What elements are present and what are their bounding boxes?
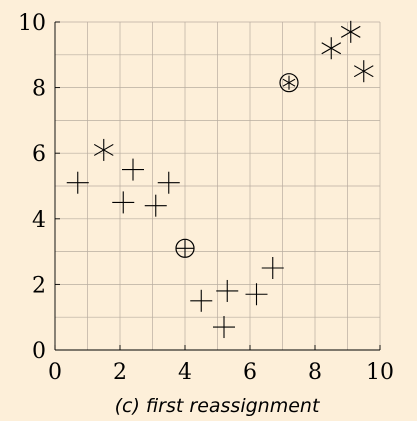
grid-lines xyxy=(54,21,381,351)
x-tick-label: 4 xyxy=(178,360,192,385)
y-tick-label: 0 xyxy=(32,339,46,364)
asterisk-point xyxy=(340,20,361,43)
centroid-markers xyxy=(175,73,299,258)
asterisk-point xyxy=(353,60,374,83)
chart-caption: (c) first reassignment xyxy=(115,395,321,417)
axes xyxy=(54,21,381,351)
asterisk-point xyxy=(93,138,114,161)
plus-point xyxy=(157,171,180,194)
x-tick-label: 8 xyxy=(308,360,322,385)
y-tick-label: 8 xyxy=(32,77,46,102)
plus-point xyxy=(245,283,268,306)
data-points xyxy=(66,20,374,339)
y-tick-label: 10 xyxy=(18,11,46,36)
plus-point xyxy=(112,191,135,214)
centroid-circled-asterisk xyxy=(279,73,299,93)
asterisk-point xyxy=(321,37,342,60)
y-tick-label: 6 xyxy=(32,142,46,167)
y-tick-label: 4 xyxy=(32,208,46,233)
centroid-circled-plus xyxy=(175,238,195,258)
plus-point xyxy=(216,279,239,302)
plus-point xyxy=(144,194,167,217)
x-tick-label: 10 xyxy=(366,360,394,385)
x-tick-label: 0 xyxy=(48,360,62,385)
x-tick-label: 6 xyxy=(243,360,257,385)
plus-point xyxy=(190,289,213,312)
tick-labels: 0 2 4 6 8 10 0 2 4 6 8 10 xyxy=(18,11,394,385)
x-tick-label: 2 xyxy=(113,360,127,385)
plus-point xyxy=(213,316,235,339)
plus-point xyxy=(261,257,284,279)
plus-point xyxy=(122,158,144,181)
y-tick-label: 2 xyxy=(32,273,46,298)
plus-point xyxy=(66,171,89,194)
